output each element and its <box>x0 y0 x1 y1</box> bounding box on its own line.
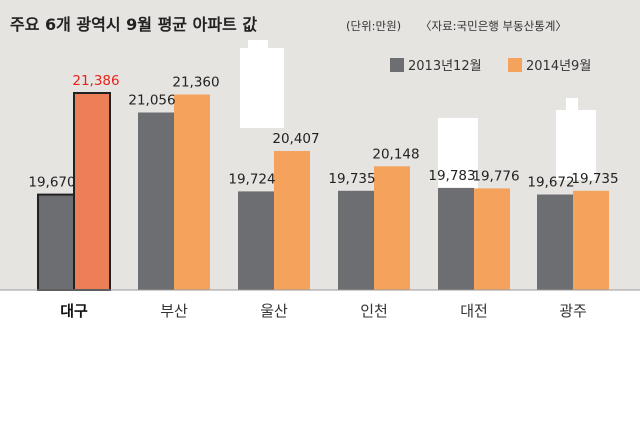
legend-label-sep2014: 2014년9월 <box>526 59 591 74</box>
bar-sep2014 <box>274 151 310 290</box>
chart-title: 주요 6개 광역시 9월 평균 아파트 값 <box>10 15 257 34</box>
bar-sep2014 <box>73 92 111 291</box>
category-label: 광주 <box>559 302 587 320</box>
data-label: 21,056 <box>128 93 175 109</box>
bar-sep2014 <box>374 166 410 290</box>
category-label: 인천 <box>360 302 388 320</box>
unit-note: (단위:만원) <box>346 19 401 33</box>
bar-dec2013 <box>338 190 374 290</box>
data-label: 19,735 <box>328 171 375 187</box>
chart-header: 주요 6개 광역시 9월 평균 아파트 값 (단위:만원) 〈자료:국민은행 부… <box>10 15 567 34</box>
category-axis: 대구 부산 울산 인천 대전 광주 <box>60 302 587 320</box>
bar-sep2014 <box>474 188 510 290</box>
data-label: 19,776 <box>472 168 519 184</box>
building <box>248 40 268 52</box>
category-label: 대구 <box>60 302 88 320</box>
data-label: 19,735 <box>571 171 618 187</box>
legend-swatch-sep2014 <box>508 58 522 72</box>
bar-dec2013 <box>138 112 174 290</box>
data-label: 20,148 <box>372 146 419 162</box>
category-label: 울산 <box>260 302 288 320</box>
building <box>566 98 578 112</box>
bars-layer <box>37 92 609 292</box>
category-label: 대전 <box>460 302 488 320</box>
building <box>240 48 284 128</box>
legend-label-dec2013: 2013년12월 <box>408 59 482 74</box>
data-label: 19,724 <box>228 171 275 187</box>
data-label: 21,360 <box>172 75 219 91</box>
bar-dec2013 <box>37 193 75 292</box>
building <box>556 110 596 180</box>
data-label: 19,670 <box>28 175 75 191</box>
legend-swatch-dec2013 <box>390 58 404 72</box>
bar-sep2014 <box>573 190 609 290</box>
bar-dec2013 <box>238 191 274 290</box>
legend: 2013년12월 2014년9월 <box>390 58 591 74</box>
data-label: 19,783 <box>428 168 475 184</box>
bar-dec2013 <box>537 194 573 290</box>
labels-layer: 19,670 21,386 21,056 21,360 19,724 20,407 19,7… <box>28 73 618 191</box>
data-label: 19,672 <box>527 175 574 191</box>
category-label: 부산 <box>160 302 188 320</box>
source-note: 〈자료:국민은행 부동산통계〉 <box>420 19 567 33</box>
bar-dec2013 <box>438 187 474 290</box>
data-label: 21,386 <box>72 73 119 89</box>
data-label: 20,407 <box>272 131 319 147</box>
bar-sep2014 <box>174 94 210 290</box>
